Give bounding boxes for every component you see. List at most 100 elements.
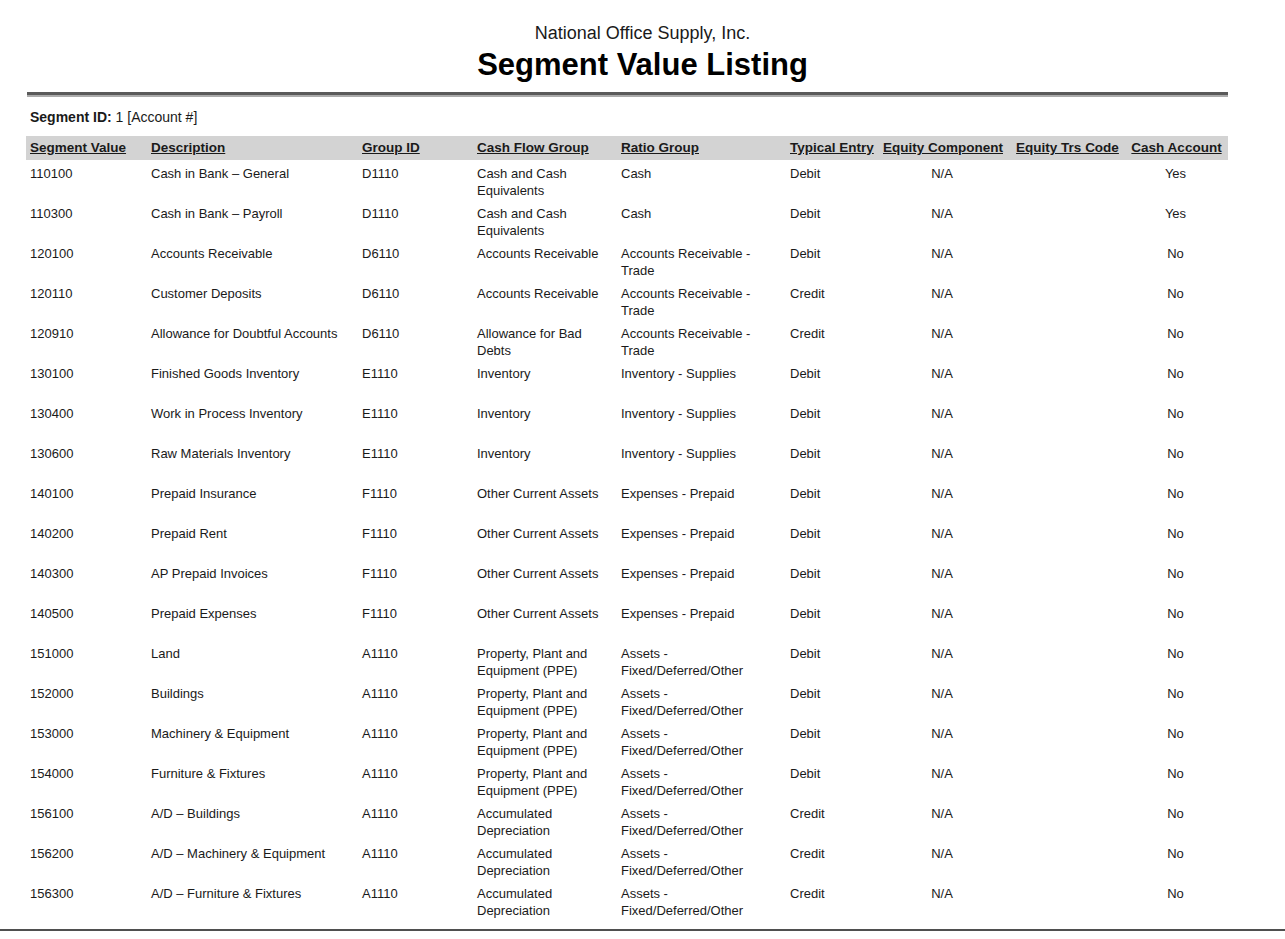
table-row: 154000Furniture & FixturesA1110Property,… [26, 760, 1228, 800]
col-header-group-id: Group ID [358, 136, 473, 160]
cell-segment-value: 130100 [26, 360, 147, 400]
col-header-description: Description [147, 136, 358, 160]
table-row: 120100Accounts ReceivableD6110Accounts R… [26, 240, 1228, 280]
table-row: 140200Prepaid RentF1110Other Current Ass… [26, 520, 1228, 560]
cell-equity-component: N/A [876, 520, 1010, 560]
cell-typical-entry: Debit [786, 760, 876, 800]
cell-equity-trs-code [1010, 640, 1125, 680]
cell-description: Furniture & Fixtures [147, 760, 358, 800]
col-header-cash-account: Cash Account [1125, 136, 1228, 160]
cell-equity-trs-code [1010, 680, 1125, 720]
cell-cash-account: No [1125, 880, 1228, 920]
cell-ratio-group: Assets - Fixed/Deferred/Other [617, 800, 786, 840]
cell-cash-account: No [1125, 560, 1228, 600]
cell-group-id: A1110 [358, 640, 473, 680]
cell-description: Prepaid Rent [147, 520, 358, 560]
cell-equity-component: N/A [876, 560, 1010, 600]
cell-equity-trs-code [1010, 360, 1125, 400]
table-row: 130100Finished Goods InventoryE1110Inven… [26, 360, 1228, 400]
table-row: 120910Allowance for Doubtful AccountsD61… [26, 320, 1228, 360]
cell-segment-value: 120110 [26, 280, 147, 320]
cell-typical-entry: Credit [786, 800, 876, 840]
table-row: 140100Prepaid InsuranceF1110Other Curren… [26, 480, 1228, 520]
cell-equity-trs-code [1010, 880, 1125, 920]
cell-cash-account: No [1125, 760, 1228, 800]
cell-equity-trs-code [1010, 160, 1125, 200]
segment-id-value: 1 [Account #] [116, 109, 198, 125]
cell-cash-account: Yes [1125, 160, 1228, 200]
cell-equity-trs-code [1010, 400, 1125, 440]
cell-description: Machinery & Equipment [147, 720, 358, 760]
cell-group-id: A1110 [358, 680, 473, 720]
cell-segment-value: 156300 [26, 880, 147, 920]
cell-group-id: D1110 [358, 200, 473, 240]
cell-equity-trs-code [1010, 560, 1125, 600]
cell-segment-value: 110300 [26, 200, 147, 240]
cell-cash-account: No [1125, 680, 1228, 720]
cell-equity-trs-code [1010, 480, 1125, 520]
page-bottom-rule [0, 929, 1285, 931]
company-name: National Office Supply, Inc. [0, 22, 1285, 44]
cell-group-id: A1110 [358, 840, 473, 880]
cell-equity-component: N/A [876, 880, 1010, 920]
cell-typical-entry: Credit [786, 880, 876, 920]
cell-cash-flow-group: Accumulated Depreciation [473, 800, 617, 840]
cell-segment-value: 140500 [26, 600, 147, 640]
cell-description: Buildings [147, 680, 358, 720]
cell-ratio-group: Expenses - Prepaid [617, 560, 786, 600]
col-header-segment-value: Segment Value [26, 136, 147, 160]
col-header-equity-trs-code: Equity Trs Code [1010, 136, 1125, 160]
cell-cash-flow-group: Inventory [473, 400, 617, 440]
cell-ratio-group: Inventory - Supplies [617, 360, 786, 400]
table-row: 110300Cash in Bank – PayrollD1110Cash an… [26, 200, 1228, 240]
cell-cash-account: No [1125, 360, 1228, 400]
cell-equity-trs-code [1010, 200, 1125, 240]
cell-equity-trs-code [1010, 760, 1125, 800]
cell-ratio-group: Assets - Fixed/Deferred/Other [617, 680, 786, 720]
col-header-ratio-group: Ratio Group [617, 136, 786, 160]
table-row: 152000BuildingsA1110Property, Plant and … [26, 680, 1228, 720]
cell-typical-entry: Debit [786, 720, 876, 760]
table-row: 156300A/D – Furniture & FixturesA1110Acc… [26, 880, 1228, 920]
cell-cash-flow-group: Other Current Assets [473, 520, 617, 560]
cell-cash-flow-group: Inventory [473, 440, 617, 480]
cell-description: Customer Deposits [147, 280, 358, 320]
cell-ratio-group: Accounts Receivable - Trade [617, 280, 786, 320]
cell-equity-component: N/A [876, 240, 1010, 280]
cell-ratio-group: Inventory - Supplies [617, 440, 786, 480]
cell-segment-value: 153000 [26, 720, 147, 760]
cell-description: Work in Process Inventory [147, 400, 358, 440]
cell-segment-value: 110100 [26, 160, 147, 200]
cell-group-id: F1110 [358, 480, 473, 520]
cell-description: Cash in Bank – General [147, 160, 358, 200]
cell-equity-component: N/A [876, 720, 1010, 760]
cell-segment-value: 120100 [26, 240, 147, 280]
cell-segment-value: 156200 [26, 840, 147, 880]
cell-cash-account: No [1125, 800, 1228, 840]
cell-group-id: E1110 [358, 360, 473, 400]
cell-group-id: A1110 [358, 720, 473, 760]
cell-description: Finished Goods Inventory [147, 360, 358, 400]
cell-cash-flow-group: Property, Plant and Equipment (PPE) [473, 760, 617, 800]
cell-ratio-group: Accounts Receivable - Trade [617, 320, 786, 360]
cell-ratio-group: Expenses - Prepaid [617, 520, 786, 560]
cell-group-id: A1110 [358, 800, 473, 840]
cell-equity-trs-code [1010, 800, 1125, 840]
cell-ratio-group: Expenses - Prepaid [617, 600, 786, 640]
cell-equity-trs-code [1010, 840, 1125, 880]
cell-typical-entry: Debit [786, 400, 876, 440]
cell-cash-account: No [1125, 520, 1228, 560]
cell-cash-flow-group: Accumulated Depreciation [473, 840, 617, 880]
cell-description: A/D – Machinery & Equipment [147, 840, 358, 880]
cell-equity-component: N/A [876, 440, 1010, 480]
cell-description: A/D – Furniture & Fixtures [147, 880, 358, 920]
table-header-row: Segment Value Description Group ID Cash … [26, 136, 1228, 160]
cell-cash-flow-group: Inventory [473, 360, 617, 400]
cell-group-id: A1110 [358, 760, 473, 800]
cell-cash-account: No [1125, 840, 1228, 880]
cell-equity-component: N/A [876, 280, 1010, 320]
cell-ratio-group: Cash [617, 200, 786, 240]
cell-typical-entry: Debit [786, 520, 876, 560]
table-row: 120110Customer DepositsD6110Accounts Rec… [26, 280, 1228, 320]
cell-description: Prepaid Insurance [147, 480, 358, 520]
